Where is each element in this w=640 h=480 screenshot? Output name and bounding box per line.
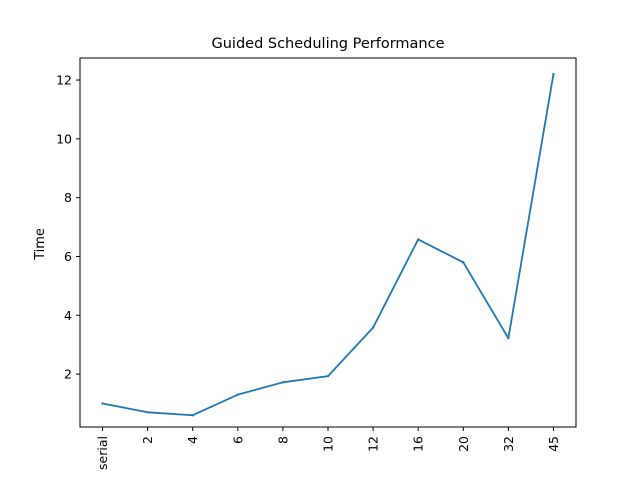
y-tick-label: 10	[56, 131, 72, 146]
data-point	[552, 72, 555, 76]
data-point	[101, 402, 104, 405]
y-axis-label: Time	[33, 228, 48, 261]
y-tick-label: 4	[64, 308, 72, 323]
y-tick-label: 6	[64, 249, 72, 264]
x-tick-label: 10	[321, 436, 336, 452]
data-point	[281, 381, 285, 384]
x-tick-label: 32	[501, 436, 516, 452]
x-tick-label: 20	[456, 436, 471, 452]
data-point	[191, 414, 194, 417]
y-tick-label: 8	[64, 190, 72, 205]
series-layer	[101, 72, 555, 417]
x-tick-label: 16	[411, 436, 426, 452]
x-tick-label: 45	[546, 436, 561, 452]
y-tick-label: 2	[64, 367, 72, 382]
x-tick-label: 4	[185, 436, 200, 444]
x-tick-label: 12	[366, 436, 381, 452]
x-tick-label: 6	[230, 436, 245, 444]
data-point	[462, 261, 465, 264]
y-tick-label: 12	[56, 73, 72, 88]
data-point	[236, 393, 240, 396]
data-point	[371, 326, 375, 329]
data-point	[416, 238, 420, 241]
x-axis-ticks: serial 2 4 6 8 10 12 16 20 32 45	[95, 427, 561, 470]
x-tick-label: serial	[95, 436, 110, 470]
data-point	[326, 374, 330, 378]
y-axis-ticks: 2 4 6 8 10 12	[56, 73, 80, 382]
x-tick-label: 2	[140, 436, 155, 444]
x-tick-label: 8	[275, 436, 290, 444]
data-point	[507, 337, 510, 340]
data-point	[146, 411, 149, 414]
chart-title: Guided Scheduling Performance	[211, 36, 444, 52]
plot-frame	[79, 57, 577, 428]
